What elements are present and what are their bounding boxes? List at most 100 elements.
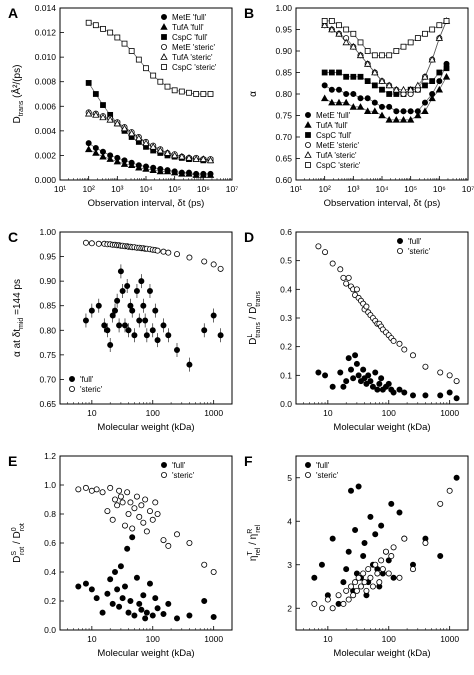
data-point (329, 383, 336, 390)
data-point (329, 605, 336, 612)
data-point (140, 592, 147, 599)
data-point (140, 302, 147, 309)
data-point (107, 342, 114, 349)
data-point (446, 389, 453, 396)
data-point (193, 91, 200, 97)
plot-frame (59, 231, 233, 405)
data-point (114, 297, 121, 304)
data-point (142, 496, 149, 503)
data-point (186, 612, 193, 619)
data-point (399, 85, 408, 93)
data-point (116, 487, 123, 494)
data-point (199, 155, 208, 162)
data-point (337, 266, 344, 273)
data-point (88, 240, 95, 247)
y-tick-label: 0.95 (39, 252, 56, 262)
y-tick-label: 0.2 (280, 342, 292, 352)
data-point (369, 383, 376, 390)
series-4 (84, 109, 215, 164)
data-point (210, 569, 217, 576)
data-point (365, 566, 372, 573)
data-point (171, 87, 178, 94)
data-point (352, 579, 359, 586)
y-tick-label: 0.1 (280, 370, 292, 380)
data-point (348, 487, 355, 494)
legend-label: MetE 'full' (172, 13, 207, 22)
legend-marker (304, 151, 312, 158)
legend-label: MetE 'full' (316, 111, 351, 120)
data-point (340, 579, 347, 586)
data-point (85, 140, 92, 147)
data-point (360, 366, 367, 373)
x-tick-label: 100 (382, 634, 396, 644)
series-4 (320, 17, 451, 93)
data-point (163, 149, 172, 156)
data-point (143, 65, 149, 72)
data-point (84, 145, 93, 153)
data-point (109, 600, 116, 607)
x-tick-label: 100 (146, 408, 160, 418)
data-point (357, 95, 364, 102)
data-point (343, 280, 350, 287)
legend-marker (305, 132, 311, 138)
data-point (385, 81, 393, 89)
legend-marker (160, 471, 167, 478)
data-point (396, 574, 403, 581)
data-point (138, 278, 145, 285)
data-point (124, 489, 131, 496)
data-point (84, 109, 93, 117)
panel-letter: A (8, 5, 18, 21)
data-point (335, 86, 342, 93)
data-point (206, 156, 215, 164)
data-point (390, 389, 397, 396)
data-point (435, 34, 444, 41)
data-point (129, 534, 136, 541)
plot-frame (59, 455, 233, 631)
data-point (393, 108, 400, 115)
data-point (120, 124, 129, 132)
data-point (127, 598, 134, 605)
data-point (149, 166, 157, 173)
data-point (453, 474, 460, 481)
legend-label: TufA 'full' (172, 23, 204, 32)
data-point (199, 171, 208, 178)
data-point (173, 251, 180, 258)
data-point (95, 302, 102, 309)
data-point (192, 155, 200, 162)
data-point (376, 380, 383, 387)
data-point (379, 86, 385, 93)
data-point (372, 531, 379, 538)
series-1 (315, 243, 460, 385)
data-point (170, 168, 179, 176)
data-point (136, 317, 143, 324)
legend-label: 'steric' (172, 471, 195, 480)
data-point (106, 155, 114, 162)
series-0 (311, 474, 460, 607)
data-point (92, 22, 99, 29)
data-point (201, 258, 208, 265)
legend-label: 'full' (80, 375, 94, 384)
x-tick-label: 10³ (111, 184, 123, 194)
data-point (372, 369, 379, 376)
y-tick-label: 0.70 (275, 132, 292, 142)
plot-frame (295, 455, 469, 631)
data-point (210, 261, 217, 268)
data-point (363, 587, 370, 594)
data-point (361, 540, 368, 547)
panel-c: C 10 100 1000 0.65 0.70 0.75 0.80 0.85 0.90 0.95 1.… (8, 227, 233, 433)
data-point (328, 25, 336, 33)
data-point (353, 360, 360, 367)
y-tick-label: 0.85 (275, 68, 292, 78)
data-point (328, 69, 335, 76)
data-point (378, 375, 385, 382)
data-point (85, 80, 92, 86)
data-point (116, 603, 123, 610)
data-point (321, 82, 328, 89)
data-point (104, 508, 111, 515)
legend-label: TufA 'steric' (172, 53, 213, 62)
data-point (142, 317, 149, 324)
data-point (407, 108, 414, 115)
data-point (146, 287, 153, 294)
y-tick-label: 0.014 (35, 3, 57, 13)
data-point (348, 366, 355, 373)
